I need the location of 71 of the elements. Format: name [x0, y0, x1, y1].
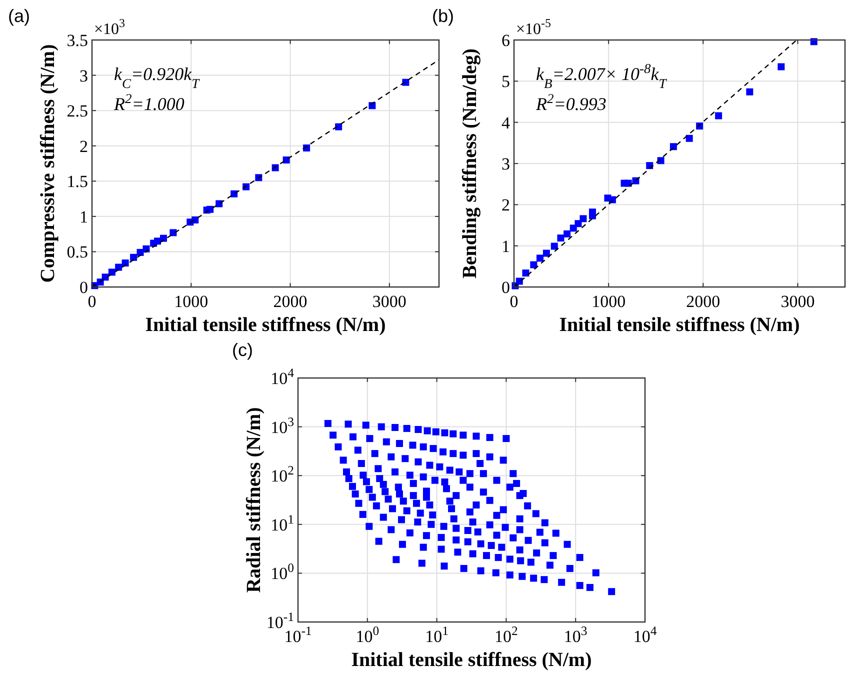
x-tick-label: 2000	[686, 292, 720, 311]
text: ×10$^{3}$	[94, 16, 126, 38]
x-axis-title: Initial tensile stiffness (N/m)	[145, 314, 386, 336]
chart-title: (c)	[232, 340, 253, 360]
point	[570, 224, 577, 232]
y-tick-label: 2	[80, 136, 88, 156]
point	[530, 261, 538, 268]
annotation: k$_{C}$=0.920k$_{T}$	[114, 64, 201, 90]
point	[746, 88, 754, 96]
y-tick-label: 10$^{4}$	[270, 366, 295, 388]
y-tick-label: 0	[502, 278, 510, 297]
point	[136, 248, 144, 256]
point	[778, 63, 785, 70]
x-axis-title: Initial tensile stiffness (N/m)	[351, 649, 592, 671]
point	[115, 264, 122, 271]
x-tick-label: 3000	[372, 292, 406, 311]
y-tick-label: 10$^{1}$	[270, 512, 294, 534]
y-tick-label: 10$^{2}$	[270, 464, 294, 486]
y-tick-label: 1	[80, 207, 88, 226]
point	[550, 242, 558, 250]
x-tick-label: 1000	[592, 292, 626, 311]
point	[536, 254, 544, 262]
x-tick-label: 10$^{0}$	[356, 624, 380, 646]
chart-title: (a)	[8, 6, 30, 26]
y-tick-label: 6	[502, 31, 510, 50]
y-axis-title: Compressive stiffness (N/m)	[37, 44, 59, 283]
point	[186, 218, 194, 226]
x-tick-label: 10$^{3}$	[564, 624, 588, 646]
y-tick-label: 1	[502, 236, 510, 256]
y-tick-label: 3.5	[66, 31, 88, 50]
point	[542, 250, 550, 257]
y-axis-title: Radial stiffness (N/m)	[243, 407, 265, 593]
x-tick-label: 2000	[273, 292, 308, 311]
y-tick-label: 3	[80, 66, 88, 86]
point	[620, 180, 628, 187]
text: ×10$^{-5}$	[516, 16, 552, 38]
x-tick-label: 3000	[780, 292, 815, 311]
y-tick-label: 0	[80, 278, 88, 297]
chart-title: (b)	[432, 6, 454, 26]
point	[150, 240, 158, 247]
point	[108, 268, 116, 276]
y-tick-label: 2.5	[66, 102, 88, 121]
point	[604, 194, 612, 202]
y-tick-label: 5	[502, 72, 510, 92]
y-axis-title: Bending stiffness (Nm/deg)	[459, 48, 481, 279]
point	[557, 234, 564, 242]
annotation: R$^{2}$=0.993	[535, 90, 606, 114]
point	[670, 143, 677, 150]
point	[657, 157, 664, 164]
point	[686, 134, 693, 142]
x-tick-label: 1000	[174, 292, 208, 311]
annotation: k$_{B}$=2.007× 10$^{-8}$k$_{T}$	[536, 60, 668, 90]
point	[170, 229, 177, 236]
annotation: R$^{2}$=1.000	[113, 90, 184, 114]
x-tick-label: 10$^{1}$	[425, 624, 448, 646]
point	[580, 215, 587, 222]
y-tick-label: 10$^{0}$	[270, 561, 294, 584]
point	[564, 230, 571, 238]
point	[522, 270, 530, 277]
y-tick-label: 10$^{3}$	[270, 414, 294, 437]
point	[715, 112, 722, 120]
x-tick-label: 10$^{4}$	[633, 624, 658, 646]
point	[122, 260, 129, 267]
y-tick-label: 0.5	[66, 242, 88, 262]
y-tick-label: 1.5	[66, 172, 88, 192]
point	[335, 123, 342, 130]
x-axis-title: Initial tensile stiffness (N/m)	[559, 314, 800, 336]
y-tick-label: 2	[502, 196, 510, 215]
point	[130, 254, 138, 261]
y-tick-label: 4	[502, 113, 510, 132]
y-tick-label: 3	[502, 154, 510, 174]
